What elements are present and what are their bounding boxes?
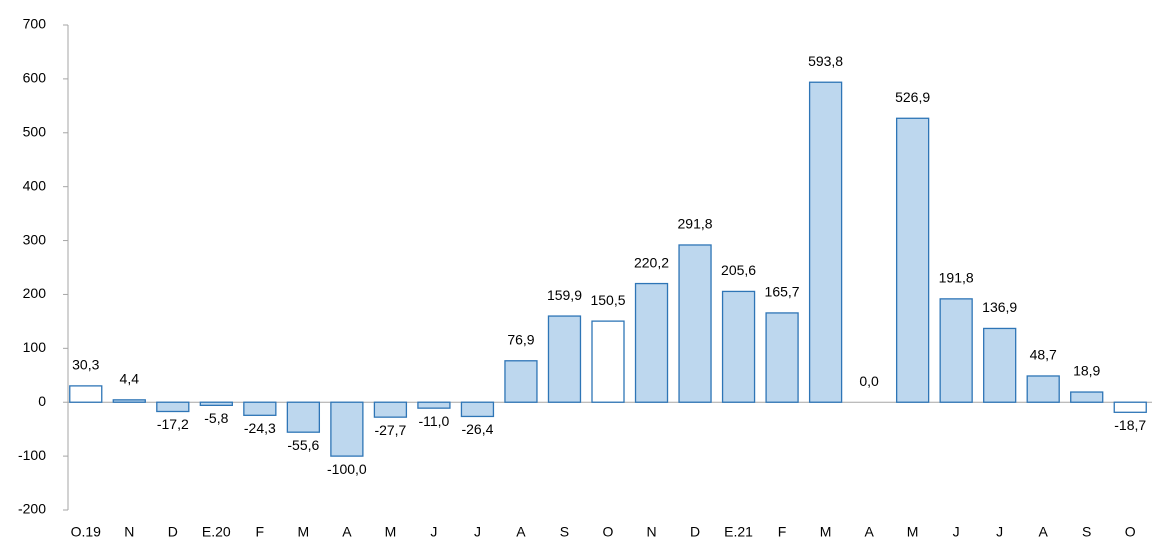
bar [939, 298, 973, 403]
value-label: -24,3 [244, 420, 276, 436]
value-label: 220,2 [634, 254, 669, 270]
value-label: -26,4 [461, 421, 493, 437]
bar [156, 401, 190, 413]
x-tick-label: M [298, 524, 310, 540]
x-tick-label: M [385, 524, 397, 540]
x-tick-label: J [474, 524, 481, 540]
x-tick-label: M [820, 524, 832, 540]
value-label: 30,3 [72, 357, 99, 373]
x-tick-label: A [342, 524, 352, 540]
bar [69, 385, 103, 403]
x-tick-label: J [430, 524, 437, 540]
value-label: 159,9 [547, 287, 582, 303]
bar [983, 327, 1017, 403]
value-label: 165,7 [765, 284, 800, 300]
y-tick-label: 400 [23, 177, 47, 193]
x-tick-label: O [1125, 524, 1136, 540]
x-tick-label: A [864, 524, 874, 540]
x-tick-label: A [1039, 524, 1049, 540]
value-label: 18,9 [1073, 363, 1100, 379]
value-label: -55,6 [287, 437, 319, 453]
bar [286, 401, 321, 433]
value-label: -18,7 [1114, 417, 1146, 433]
x-tick-label: M [907, 524, 919, 540]
value-label: 136,9 [982, 299, 1017, 315]
y-tick-label: 600 [23, 70, 47, 86]
x-tick-label: E.21 [724, 524, 753, 540]
value-label: -11,0 [418, 413, 449, 429]
bar [112, 399, 146, 403]
bar [1113, 401, 1147, 413]
x-tick-label: N [124, 524, 134, 540]
x-tick-label: F [778, 524, 787, 540]
bar [199, 401, 233, 406]
x-tick-label: O.19 [71, 524, 102, 540]
bar [417, 401, 451, 409]
value-label: 4,4 [120, 371, 140, 387]
y-tick-label: 300 [23, 231, 47, 247]
value-label: 76,9 [507, 331, 534, 347]
x-tick-label: S [560, 524, 569, 540]
bar [591, 320, 625, 403]
y-tick-label: 100 [23, 339, 47, 355]
value-label: 526,9 [895, 89, 930, 105]
bar [330, 401, 364, 457]
x-tick-label: D [168, 524, 178, 540]
bar [895, 117, 930, 403]
x-tick-label: E.20 [202, 524, 231, 540]
value-label: -5,8 [204, 410, 228, 426]
value-label: 593,8 [808, 53, 843, 69]
bar [460, 401, 495, 418]
value-label: 0,0 [859, 373, 879, 389]
value-label: 191,8 [939, 270, 974, 286]
bar [1026, 375, 1060, 403]
bar [634, 282, 669, 403]
x-tick-label: J [953, 524, 960, 540]
value-label: -100,0 [327, 461, 367, 477]
bar [373, 401, 408, 418]
x-tick-label: J [996, 524, 1003, 540]
value-label: -27,7 [374, 422, 406, 438]
x-tick-label: A [516, 524, 526, 540]
y-tick-label: -200 [18, 501, 46, 517]
bar [678, 244, 712, 403]
y-tick-label: 500 [23, 123, 47, 139]
y-tick-label: 700 [23, 16, 47, 32]
bar [547, 315, 582, 403]
x-tick-label: D [690, 524, 700, 540]
bar [721, 290, 756, 403]
bar [243, 401, 277, 416]
x-tick-label: N [646, 524, 656, 540]
y-tick-label: 0 [38, 393, 46, 409]
y-tick-label: 200 [23, 285, 47, 301]
y-tick-label: -100 [18, 447, 46, 463]
x-tick-label: O [603, 524, 614, 540]
bar [808, 81, 843, 403]
value-label: 291,8 [678, 216, 713, 232]
x-tick-label: F [256, 524, 265, 540]
bar [765, 312, 799, 403]
value-label: 205,6 [721, 262, 756, 278]
value-label: 150,5 [590, 292, 625, 308]
bar [504, 360, 538, 403]
x-tick-label: S [1082, 524, 1091, 540]
value-label: 48,7 [1030, 347, 1057, 363]
value-label: -17,2 [157, 416, 189, 432]
bar [1070, 391, 1104, 403]
